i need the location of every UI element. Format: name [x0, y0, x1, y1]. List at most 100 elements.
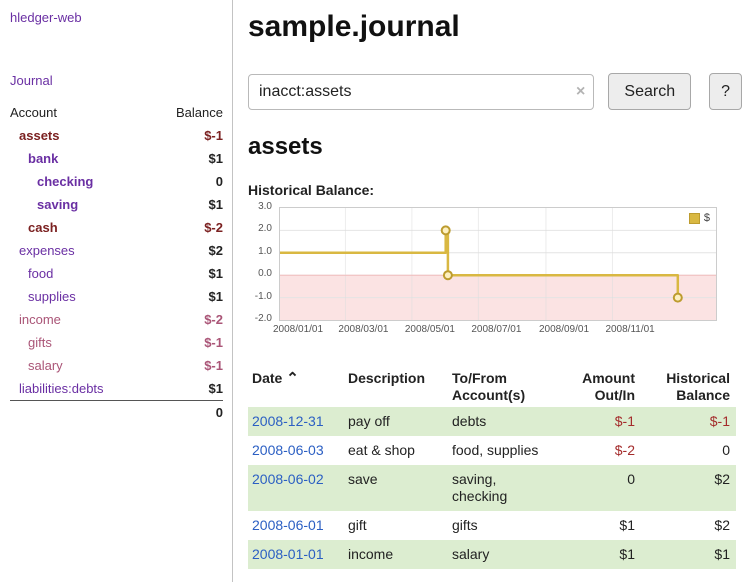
- account-row: liabilities:debts $1: [10, 377, 223, 401]
- account-link[interactable]: bank: [28, 151, 59, 166]
- search-input[interactable]: [248, 73, 595, 110]
- account-cell: cash: [10, 216, 152, 239]
- account-cell: saving: [10, 193, 152, 216]
- account-link[interactable]: checking: [37, 174, 94, 189]
- account-balance: $-2: [204, 312, 223, 327]
- account-row: supplies $1: [10, 285, 223, 308]
- register-row[interactable]: 2008-12-31 pay off debts $-1 $-1: [248, 407, 736, 436]
- transaction-accounts: salary: [452, 546, 490, 562]
- sidebar: hledger-web Journal Account Balance asse…: [0, 0, 233, 582]
- transaction-balance: $-1: [709, 413, 730, 429]
- account-row: saving $1: [10, 193, 223, 216]
- account-link[interactable]: supplies: [28, 289, 76, 304]
- chart-title: Historical Balance:: [248, 182, 375, 198]
- account-row: gifts $-1: [10, 331, 223, 354]
- transaction-accounts: debts: [452, 413, 487, 429]
- search-box: ×: [248, 73, 595, 110]
- account-link[interactable]: saving: [37, 197, 79, 212]
- chart-y-axis: 3.0 2.0 1.0 0.0 -1.0 -2.0: [248, 202, 275, 324]
- chart-plot[interactable]: $: [279, 207, 717, 321]
- transaction-balance: $2: [714, 471, 730, 487]
- account-balance: $-1: [204, 128, 223, 143]
- accounts-header-account: Account: [10, 105, 57, 120]
- register-row[interactable]: 2008-01-01 income salary $1 $1: [248, 540, 736, 569]
- register-row[interactable]: 2008-06-03 eat & shop food, supplies $-2 0: [248, 436, 736, 465]
- transaction-date-cell: 2008-01-01: [248, 540, 344, 569]
- account-cell: checking: [10, 170, 152, 193]
- accounts-table-body: assets $-1 bank $1 checking 0 saving $1 cash $-2 e…: [10, 124, 223, 401]
- account-row: expenses $2: [10, 239, 223, 262]
- account-link[interactable]: cash: [28, 220, 58, 235]
- data-point-marker: [440, 225, 451, 236]
- app-title-link[interactable]: hledger-web: [10, 10, 82, 25]
- accounts-total-spacer: [10, 400, 152, 424]
- data-point-marker: [672, 292, 683, 303]
- account-balance: $1: [208, 151, 223, 166]
- transaction-accounts: saving, checking: [452, 471, 508, 504]
- register-header-date-label: Date: [252, 370, 283, 386]
- page-title: sample.journal: [248, 10, 460, 43]
- account-link[interactable]: expenses: [19, 243, 75, 258]
- account-cell: bank: [10, 147, 152, 170]
- search-button[interactable]: Search: [608, 73, 692, 110]
- transaction-description: save: [348, 471, 378, 487]
- x-axis-tick-label: 2008/09/01: [538, 324, 590, 335]
- balance-chart: 3.0 2.0 1.0 0.0 -1.0 -2.0 $ 2008/01/01 2008/03…: [248, 202, 742, 347]
- transaction-date-cell: 2008-06-02: [248, 465, 344, 511]
- register-row[interactable]: 2008-06-01 gift gifts $1 $2: [248, 511, 736, 540]
- transaction-accounts: food, supplies: [452, 442, 539, 458]
- register-row[interactable]: 2008-06-02 save saving, checking 0 $2: [248, 465, 736, 511]
- account-link[interactable]: income: [19, 312, 61, 327]
- chart-canvas: [280, 208, 716, 320]
- account-row: cash $-2: [10, 216, 223, 239]
- y-axis-tick-label: 3.0: [258, 201, 272, 212]
- account-link[interactable]: food: [28, 266, 54, 281]
- register-header-accounts: To/From Account(s): [452, 370, 526, 403]
- account-row: food $1: [10, 262, 223, 285]
- x-axis-tick-label: 2008/01/01: [273, 324, 324, 335]
- y-axis-tick-label: -2.0: [254, 313, 272, 324]
- sort-ascending-icon: ⌃: [286, 370, 299, 387]
- account-balance: $-1: [204, 358, 223, 373]
- account-link[interactable]: salary: [28, 358, 63, 373]
- register-header-row: Date ⌃ Description To/From Account(s) Am…: [248, 367, 736, 407]
- account-cell: income: [10, 308, 152, 331]
- account-cell: expenses: [10, 239, 152, 262]
- account-balance: 0: [215, 174, 223, 189]
- transaction-date-link[interactable]: 2008-12-31: [252, 413, 324, 429]
- transaction-amount: $-2: [614, 442, 635, 458]
- transaction-date-link[interactable]: 2008-06-01: [252, 517, 324, 533]
- accounts-header-row: Account Balance: [10, 101, 223, 124]
- transaction-description: gift: [348, 517, 367, 533]
- register-header-balance: Historical Balance: [666, 370, 730, 403]
- y-axis-tick-label: 2.0: [258, 223, 272, 235]
- transaction-amount: $-1: [614, 413, 635, 429]
- account-link[interactable]: gifts: [28, 335, 52, 350]
- transaction-description: income: [348, 546, 394, 562]
- clear-search-icon[interactable]: ×: [576, 82, 586, 100]
- account-link[interactable]: liabilities:debts: [19, 381, 104, 396]
- transaction-amount: $1: [619, 517, 635, 533]
- register-table: Date ⌃ Description To/From Account(s) Am…: [248, 367, 736, 569]
- transaction-description: pay off: [348, 413, 390, 429]
- sidebar-item-journal[interactable]: Journal: [10, 73, 53, 88]
- accounts-table: Account Balance assets $-1 bank $1 checking 0…: [10, 101, 223, 424]
- accounts-total-row: 0: [10, 400, 223, 424]
- register-header-date[interactable]: Date ⌃: [248, 367, 344, 407]
- account-link[interactable]: assets: [19, 128, 60, 143]
- transaction-balance: $1: [714, 546, 730, 562]
- account-cell: supplies: [10, 285, 152, 308]
- account-balance: $-1: [204, 335, 223, 350]
- account-balance: $1: [208, 381, 223, 396]
- transaction-date-cell: 2008-06-01: [248, 511, 344, 540]
- account-cell: food: [10, 262, 152, 285]
- transaction-date-link[interactable]: 2008-01-01: [252, 546, 324, 562]
- help-button[interactable]: ?: [709, 73, 742, 110]
- transaction-date-link[interactable]: 2008-06-03: [252, 442, 324, 458]
- x-axis-tick-label: 2008/07/01: [471, 324, 522, 335]
- transaction-date-link[interactable]: 2008-06-02: [252, 471, 324, 487]
- account-cell: assets: [10, 124, 152, 147]
- register-header-description: Description: [348, 370, 426, 386]
- x-axis-tick-label: 2008/03/01: [338, 324, 389, 335]
- search-bar: × Search ?: [248, 73, 742, 110]
